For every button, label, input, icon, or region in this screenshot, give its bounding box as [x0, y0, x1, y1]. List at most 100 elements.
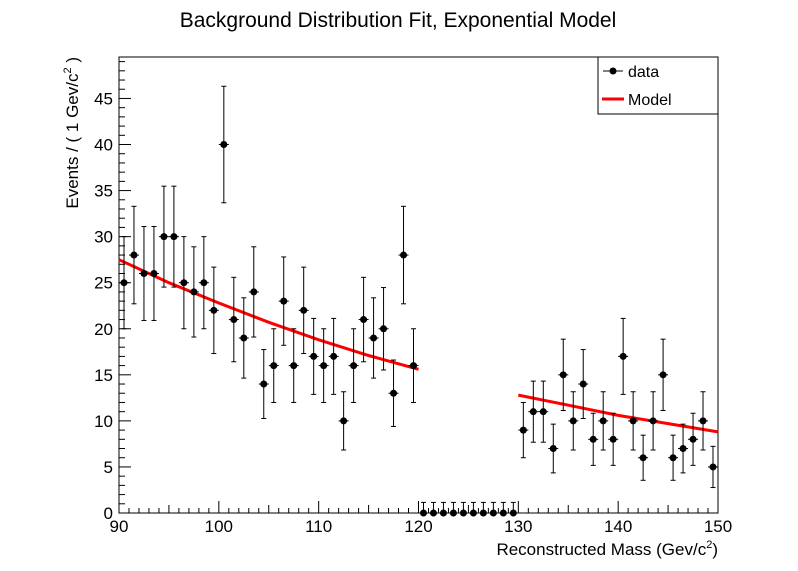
data-point	[488, 501, 499, 517]
data-marker	[709, 463, 717, 471]
data-point	[458, 501, 469, 517]
data-point	[328, 317, 339, 395]
model-curve-segment	[518, 393, 719, 434]
data-marker	[519, 426, 527, 434]
x-tick-label: 120	[404, 517, 432, 536]
data-point	[148, 226, 159, 321]
data-marker	[629, 417, 637, 425]
data-marker	[529, 408, 537, 416]
data-marker	[439, 509, 447, 517]
data-point	[678, 423, 689, 474]
data-point	[518, 401, 529, 459]
legend-data-marker	[609, 67, 617, 75]
data-point	[398, 205, 409, 305]
y-axis: 0 5 10 15 20 25 30 35 40 45	[94, 61, 131, 523]
data-point	[348, 328, 359, 403]
y-axis-label: Events / ( 1 Gev/c2 )	[62, 57, 82, 209]
data-point	[628, 391, 639, 451]
plot-frame	[118, 56, 719, 514]
data-point	[138, 226, 149, 321]
data-marker	[400, 251, 408, 259]
data-point	[298, 266, 309, 355]
legend: data Model	[597, 56, 719, 115]
data-point	[258, 349, 269, 419]
data-point	[388, 359, 399, 427]
data-marker	[679, 445, 687, 453]
data-point	[368, 297, 379, 379]
data-point	[238, 297, 249, 379]
data-point	[418, 501, 429, 517]
data-marker	[559, 371, 567, 379]
data-marker	[609, 435, 617, 443]
y-axis-label-text: Events / ( 1 Gev/c	[63, 73, 82, 209]
data-point	[478, 501, 489, 517]
data-point	[228, 276, 239, 363]
data-marker	[290, 362, 298, 370]
data-point	[508, 501, 519, 517]
data-marker	[599, 417, 607, 425]
x-tick-label: 100	[205, 517, 233, 536]
data-marker	[569, 417, 577, 425]
data-point	[248, 246, 259, 338]
data-point	[588, 412, 599, 466]
y-tick-label: 15	[94, 366, 113, 385]
data-marker	[180, 279, 188, 287]
y-tick-label: 10	[94, 412, 113, 431]
y-axis-label-sup: 2	[62, 67, 74, 73]
data-point	[618, 317, 629, 395]
data-point	[178, 236, 189, 330]
data-point	[358, 276, 369, 363]
x-axis-label: Reconstructed Mass (Gev/c2)	[496, 539, 718, 559]
data-marker	[619, 352, 627, 360]
data-point	[438, 501, 449, 517]
data-marker	[549, 445, 557, 453]
data-point	[528, 380, 539, 443]
data-marker	[210, 306, 218, 314]
data-point	[198, 236, 209, 330]
data-marker	[280, 297, 288, 305]
data-marker	[410, 362, 418, 370]
data-point	[578, 349, 589, 419]
data-point	[218, 85, 229, 204]
data-marker	[370, 334, 378, 342]
data-marker	[260, 380, 268, 388]
data-marker	[649, 417, 657, 425]
x-tick-label: 110	[305, 517, 332, 536]
data-marker	[360, 316, 368, 324]
data-point	[338, 391, 349, 451]
model-curve-segment	[118, 258, 419, 371]
x-tick-label: 130	[504, 517, 532, 536]
legend-box	[597, 56, 719, 115]
data-point	[548, 423, 559, 474]
data-marker	[190, 288, 198, 296]
data-point	[538, 380, 549, 443]
data-point	[188, 246, 199, 338]
data-marker	[250, 288, 258, 296]
data-marker	[589, 435, 597, 443]
y-tick-label: 20	[94, 320, 113, 339]
chart-title: Background Distribution Fit, Exponential…	[180, 9, 617, 32]
data-marker	[419, 509, 427, 517]
data-point	[278, 256, 289, 346]
data-point	[468, 501, 479, 517]
data-point	[498, 501, 509, 517]
y-tick-label: 35	[94, 182, 113, 201]
y-tick-label: 0	[104, 504, 113, 523]
data-point	[168, 185, 179, 288]
data-marker	[160, 233, 168, 241]
data-marker	[130, 251, 138, 259]
data-point	[558, 338, 569, 411]
data-point	[408, 328, 419, 403]
data-point	[128, 205, 139, 305]
data-marker	[499, 509, 507, 517]
x-tick-label: 150	[704, 517, 732, 536]
data-series	[119, 85, 718, 517]
data-point	[648, 391, 659, 451]
data-marker	[330, 352, 338, 360]
data-point	[638, 434, 649, 481]
data-point	[208, 266, 219, 355]
data-point	[308, 317, 319, 395]
data-point	[268, 328, 279, 403]
x-axis: 90 100 110 120 130 140 150	[110, 501, 732, 536]
